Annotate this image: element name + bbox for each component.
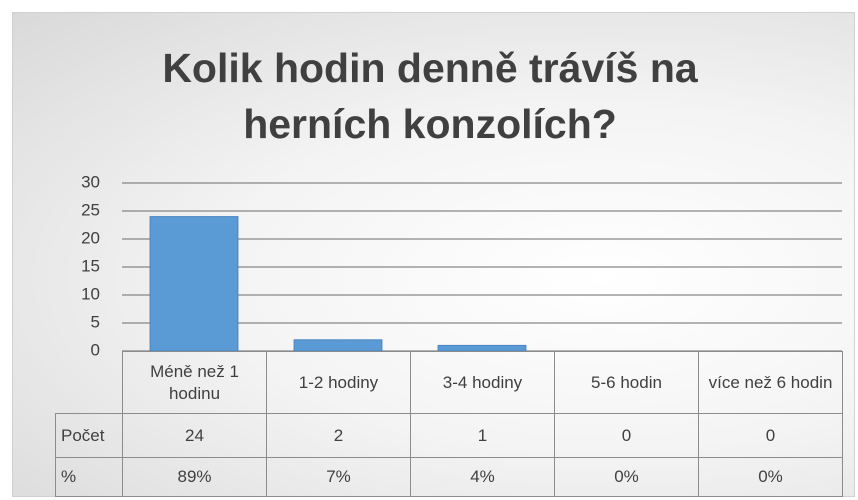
category-label: 3-4 hodiny <box>410 351 555 414</box>
table-value: 2 <box>266 413 411 458</box>
y-tick-label: 5 <box>91 312 100 331</box>
table-value: 0% <box>554 457 699 497</box>
chart-title: Kolik hodin denně trávíš na herních konz… <box>162 45 698 147</box>
y-tick-label: 0 <box>91 340 100 359</box>
table-value: 89% <box>122 457 267 497</box>
y-tick-label: 25 <box>81 200 100 219</box>
y-tick-label: 30 <box>81 172 100 191</box>
category-label: 1-2 hodiny <box>266 351 411 414</box>
table-value: 1 <box>410 413 555 458</box>
row-header: Počet <box>55 413 123 458</box>
table-value: 0 <box>554 413 699 458</box>
category-label: Méně než 1 hodinu <box>122 351 267 414</box>
category-label: více než 6 hodin <box>698 351 843 414</box>
bar <box>293 339 383 352</box>
y-tick-label: 15 <box>81 256 100 275</box>
bar <box>149 216 239 352</box>
bar <box>437 344 527 352</box>
y-tick-label: 10 <box>81 284 100 303</box>
row-header: % <box>55 457 123 497</box>
category-label: 5-6 hodin <box>554 351 699 414</box>
table-value: 7% <box>266 457 411 497</box>
table-value: 0% <box>698 457 843 497</box>
y-tick-label: 20 <box>81 228 100 247</box>
table-value: 4% <box>410 457 555 497</box>
table-value: 24 <box>122 413 267 458</box>
table-value: 0 <box>698 413 843 458</box>
